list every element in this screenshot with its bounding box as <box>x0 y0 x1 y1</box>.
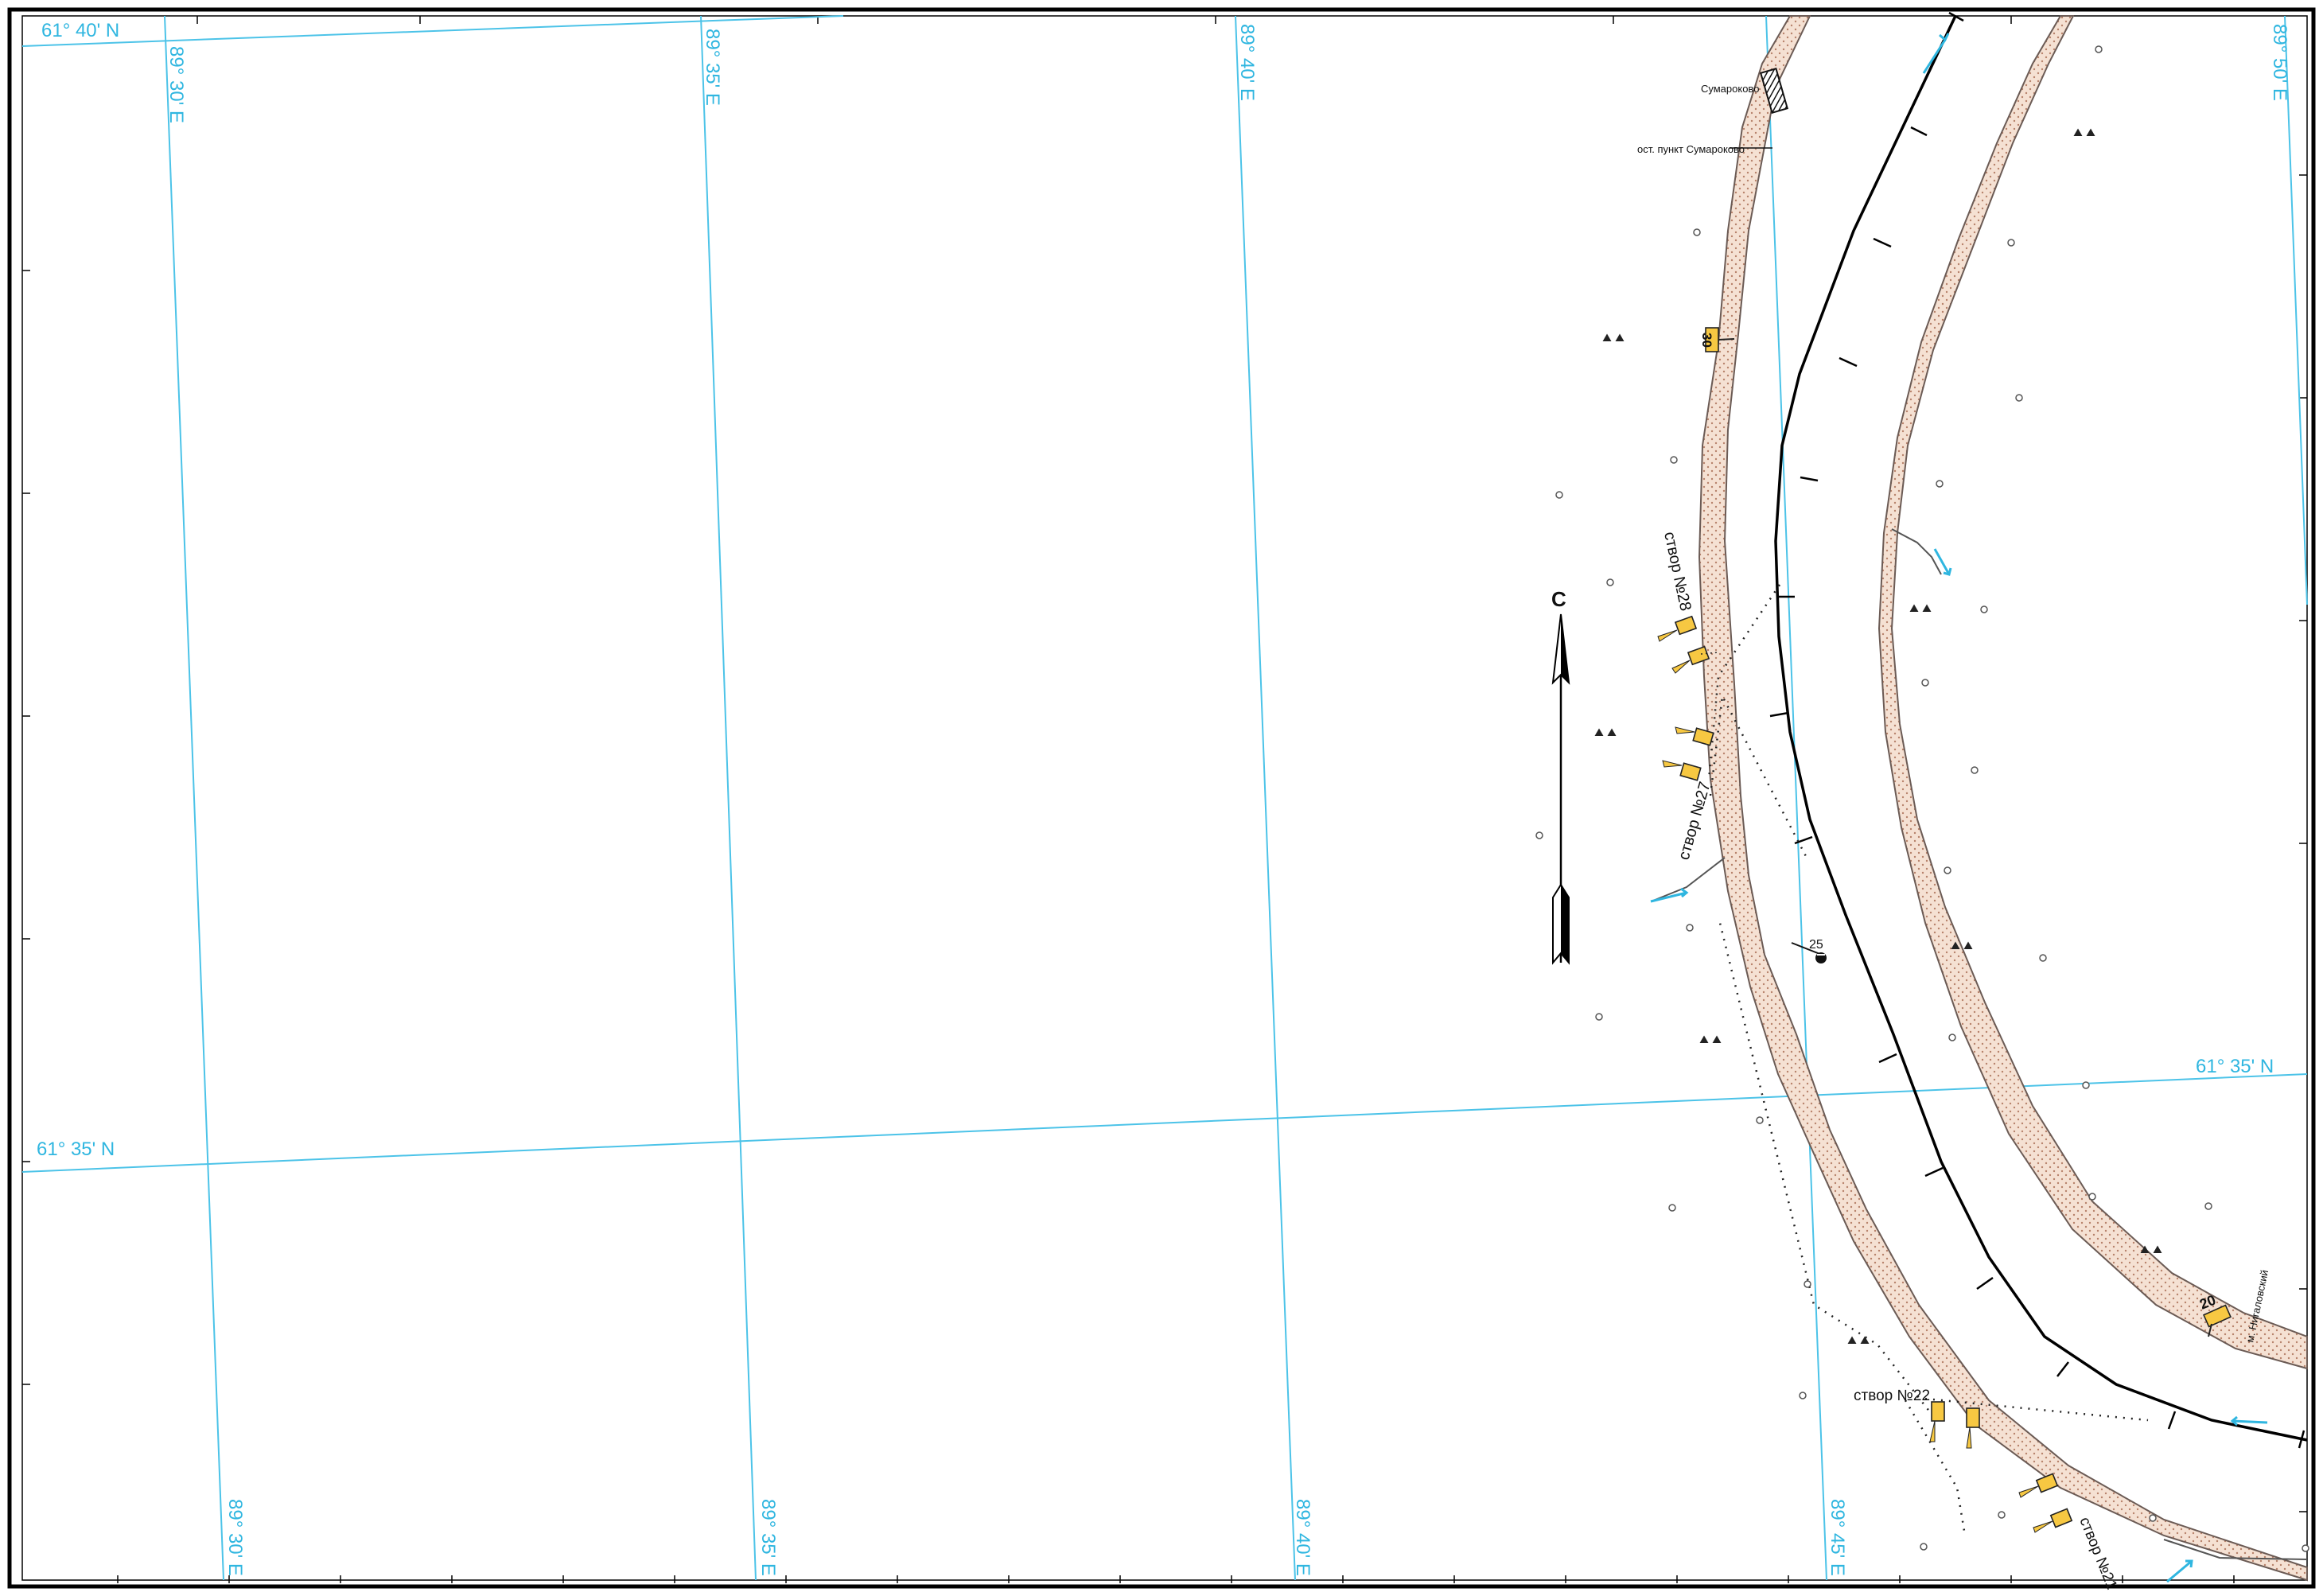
lon-label-89-45-bottom: 89° 45' E <box>1827 1499 1848 1576</box>
beacons-21 <box>2018 1473 2073 1533</box>
lon-label-89-50-top: 89° 50' E <box>2269 24 2290 101</box>
course-ticks <box>1769 11 2305 1449</box>
lat-label-61-40: 61° 40' N <box>41 20 119 41</box>
km-sign-30: 30 <box>1699 327 1735 352</box>
meridian-89-50 <box>2284 15 2308 605</box>
svg-text:⯅⯅: ⯅⯅ <box>1846 1331 1871 1350</box>
svg-text:⯅⯅: ⯅⯅ <box>1908 599 1933 618</box>
lon-label-89-30-top: 89° 30' E <box>165 46 187 123</box>
lon-label-89-30-bottom: 89° 30' E <box>224 1499 246 1576</box>
svg-text:⯅⯅: ⯅⯅ <box>2072 123 2097 142</box>
leading-line-22-label: створ №22 <box>1854 1388 1930 1404</box>
frame-ticks <box>22 16 2307 1583</box>
map-frame <box>7 7 2316 1589</box>
beacons-22 <box>1929 1401 1980 1449</box>
coordinate-grid <box>21 15 2308 1581</box>
lon-label-89-35-top: 89° 35' E <box>702 29 723 106</box>
parallel-61-40 <box>21 15 844 47</box>
left-bank <box>1698 15 2308 1582</box>
svg-text:⯅⯅: ⯅⯅ <box>2138 1240 2164 1259</box>
lat-label-61-35-left: 61° 35' N <box>37 1139 115 1160</box>
village-label: Сумароково <box>1701 83 1759 95</box>
lon-label-89-40-top: 89° 40' E <box>1236 24 1258 101</box>
svg-text:⯅⯅: ⯅⯅ <box>1949 936 1975 956</box>
svg-text:⯅⯅: ⯅⯅ <box>1698 1030 1723 1049</box>
meridian-89-30 <box>164 15 224 1581</box>
north-arrow: С <box>1551 587 1570 965</box>
leading-line-27-label: створ №27 <box>1675 780 1714 862</box>
beacons-27 <box>1662 726 1714 781</box>
meridian-89-35 <box>700 15 757 1581</box>
lon-label-89-40-bottom: 89° 40' E <box>1292 1499 1313 1576</box>
point-symbols <box>1535 45 2309 1552</box>
right-bank <box>1877 15 2308 1370</box>
parallel-61-35 <box>21 1073 2308 1173</box>
lon-label-89-35-bottom: 89° 35' E <box>757 1499 779 1576</box>
tributary-left <box>1652 857 1726 901</box>
meridian-89-40 <box>1235 15 1296 1581</box>
forest-symbols: ⯅⯅ ⯅⯅ ⯅⯅ ⯅⯅ ⯅⯅ ⯅⯅ ⯅⯅ ⯅⯅ <box>1593 123 2164 1350</box>
buoy-25: 25 <box>1791 938 1827 963</box>
svg-text:⯅⯅: ⯅⯅ <box>1601 329 1626 348</box>
meridian-89-45 <box>1765 15 1827 1581</box>
beacons-28 <box>1657 615 1719 674</box>
leading-lines <box>1707 584 2149 1536</box>
tributary-bottom <box>2163 1539 2308 1560</box>
svg-text:30: 30 <box>1699 333 1714 348</box>
map-inner-frame <box>21 15 2308 1581</box>
village-block <box>1759 68 1789 114</box>
svg-text:⯅⯅: ⯅⯅ <box>1593 723 1618 742</box>
fairway-line <box>1774 15 2308 1442</box>
leading-line-28-label: створ №28 <box>1660 530 1695 612</box>
flow-arrows <box>1650 33 2268 1583</box>
lat-label-61-35-right: 61° 35' N <box>2196 1056 2274 1077</box>
svg-text:С: С <box>1551 587 1566 611</box>
tributary-right <box>1891 528 1942 575</box>
svg-text:25: 25 <box>1809 938 1823 952</box>
stop-label: ост. пункт Сумароково <box>1637 143 1745 155</box>
